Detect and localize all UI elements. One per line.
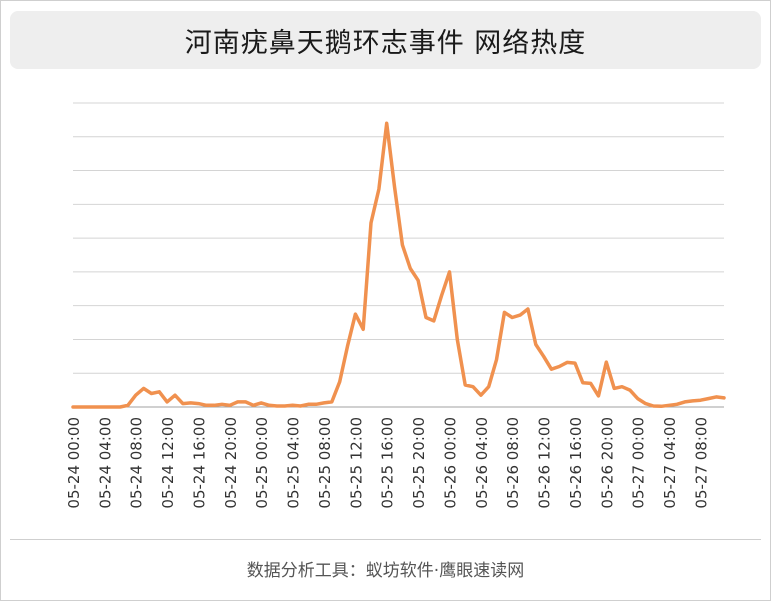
- x-tick-label: 05-26 04:00: [473, 417, 491, 509]
- x-tick-label: 05-24 04:00: [96, 417, 114, 509]
- x-tick-label: 05-24 00:00: [65, 417, 83, 509]
- x-tick-label: 05-27 08:00: [693, 417, 711, 509]
- x-tick-label: 05-25 16:00: [379, 417, 397, 509]
- gridlines: [73, 102, 724, 408]
- footer-divider: [10, 539, 761, 540]
- x-tick-label: 05-26 12:00: [536, 417, 554, 509]
- x-tick-label: 05-26 20:00: [598, 417, 616, 509]
- title-bar: 河南疣鼻天鹅环志事件 网络热度: [10, 11, 761, 69]
- x-tick-label: 05-24 20:00: [222, 417, 240, 509]
- x-tick-label: 05-25 04:00: [285, 417, 303, 509]
- x-axis-tick-labels: 05-24 00:00 05-24 04:00 05-24 08:00 05-24 1…: [65, 417, 711, 509]
- x-tick-label: 05-24 16:00: [191, 417, 209, 509]
- x-tick-label: 05-24 12:00: [159, 417, 177, 509]
- chart-title: 河南疣鼻天鹅环志事件 网络热度: [184, 27, 587, 59]
- x-tick-label: 05-25 20:00: [410, 417, 428, 509]
- x-tick-label: 05-26 00:00: [442, 417, 460, 509]
- x-tick-label: 05-24 08:00: [128, 417, 146, 509]
- x-tick-label: 05-25 12:00: [347, 417, 365, 509]
- x-tick-label: 05-25 00:00: [253, 417, 271, 509]
- x-tick-label: 05-26 08:00: [504, 417, 522, 509]
- x-tick-label: 05-26 16:00: [567, 417, 585, 509]
- footer-credit: 数据分析工具：蚁坊软件·鹰眼速读网: [246, 561, 525, 581]
- series-line: [71, 121, 726, 409]
- x-tick-label: 05-27 04:00: [661, 417, 679, 509]
- x-tick-label: 05-27 00:00: [630, 417, 648, 509]
- series-layer: [71, 121, 726, 409]
- x-tick-label: 05-25 08:00: [316, 417, 334, 509]
